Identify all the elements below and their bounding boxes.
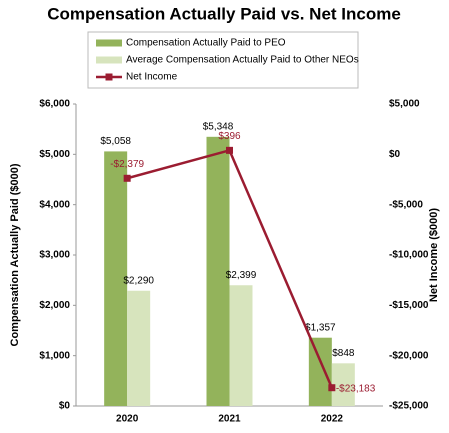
- x-tick-label: 2021: [218, 414, 241, 425]
- y2-tick-label: -$15,000: [389, 300, 429, 311]
- line-marker: [328, 384, 336, 392]
- bar-value-label: $5,348: [203, 121, 234, 132]
- line-value-label: $396: [218, 131, 241, 142]
- y2-tick-label: -$20,000: [389, 350, 429, 361]
- y-tick-label: $1,000: [39, 350, 70, 361]
- line-marker: [226, 146, 233, 154]
- bar-value-label: $848: [332, 348, 355, 359]
- legend-swatch: [96, 39, 122, 47]
- bar: [104, 151, 128, 406]
- line-value-label: -$2,379: [110, 159, 144, 170]
- bar: [229, 285, 253, 406]
- legend-swatch: [96, 56, 122, 64]
- x-tick-label: 2022: [321, 414, 344, 425]
- y-tick-label: $2,000: [39, 300, 70, 311]
- line-marker: [123, 174, 131, 182]
- chart-title: Compensation Actually Paid vs. Net Incom…: [47, 4, 401, 23]
- y2-tick-label: -$5,000: [389, 199, 423, 210]
- bar: [308, 337, 332, 406]
- x-tick-label: 2020: [116, 414, 139, 425]
- y-tick-label: $5,000: [39, 149, 70, 160]
- legend-box: [87, 31, 359, 89]
- y2-tick-label: -$25,000: [389, 401, 429, 412]
- bar: [206, 136, 230, 407]
- line-value-label: -$23,183: [336, 383, 376, 394]
- y-tick-label: $4,000: [39, 199, 70, 210]
- y-tick-label: $0: [59, 401, 71, 412]
- legend-label: Net Income: [126, 72, 178, 83]
- legend-label: Compensation Actually Paid to PEO: [126, 38, 286, 49]
- legend-label: Average Compensation Actually Paid to Ot…: [126, 55, 359, 66]
- bar: [127, 290, 151, 406]
- bar-value-label: $2,290: [123, 275, 154, 286]
- y-tick-label: $3,000: [39, 250, 70, 261]
- bar-value-label: $1,357: [305, 322, 336, 333]
- y-axis-title: Compensation Actually Paid ($000): [9, 163, 21, 346]
- bar: [331, 363, 355, 406]
- legend-swatch: [105, 73, 113, 81]
- bar-value-label: $5,058: [100, 136, 131, 147]
- y2-tick-label: $0: [389, 149, 401, 160]
- y2-tick-label: -$10,000: [389, 250, 429, 261]
- y-tick-label: $6,000: [39, 99, 70, 110]
- bar-value-label: $2,399: [226, 270, 257, 281]
- y2-axis-title: Net Income ($000): [428, 208, 440, 302]
- y2-tick-label: $5,000: [389, 99, 420, 110]
